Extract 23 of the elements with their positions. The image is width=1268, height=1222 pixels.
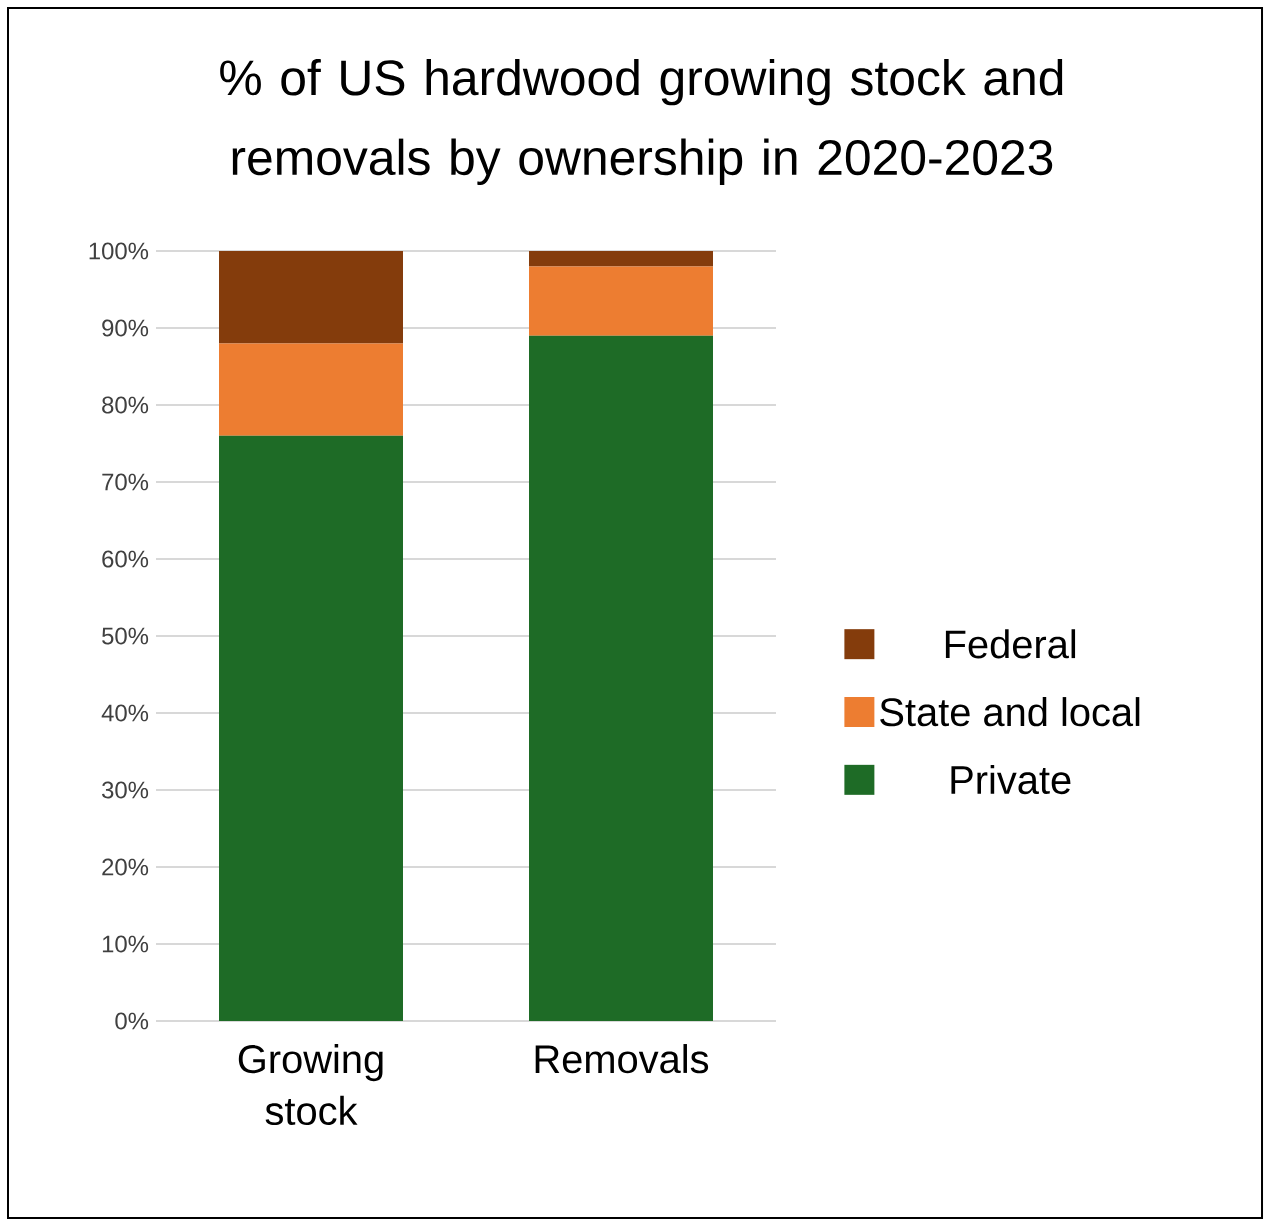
y-tick-label: 40% [101,704,149,722]
y-tick-label: 60% [102,550,149,568]
bar [529,266,713,336]
y-tick-label: 80% [102,396,149,414]
y-tick-label: 70% [102,473,149,491]
bar [529,335,713,1021]
x-tick-label: Removals [535,1044,709,1074]
y-tick-label: 30% [102,781,149,799]
y-tick-label: 10% [102,935,149,953]
legend-label: Federal [945,629,1076,659]
y-tick-label: 100% [89,242,149,260]
chart-title: % of US hardwood growing stock and removals by ownership in 2020-2023 [220,58,1063,186]
legend-label: Private [951,764,1071,795]
y-tick-label: 50% [102,627,149,645]
bar [219,343,403,436]
bar [219,250,403,344]
y-tick-label: 20% [102,858,149,876]
bar [529,250,713,267]
y-tick-label: 0% [115,1012,149,1030]
x-tick-label: Growing stock [238,1044,383,1126]
y-tick-label: 90% [102,319,149,337]
legend-label: State and local [880,697,1140,727]
bar [219,435,403,1021]
